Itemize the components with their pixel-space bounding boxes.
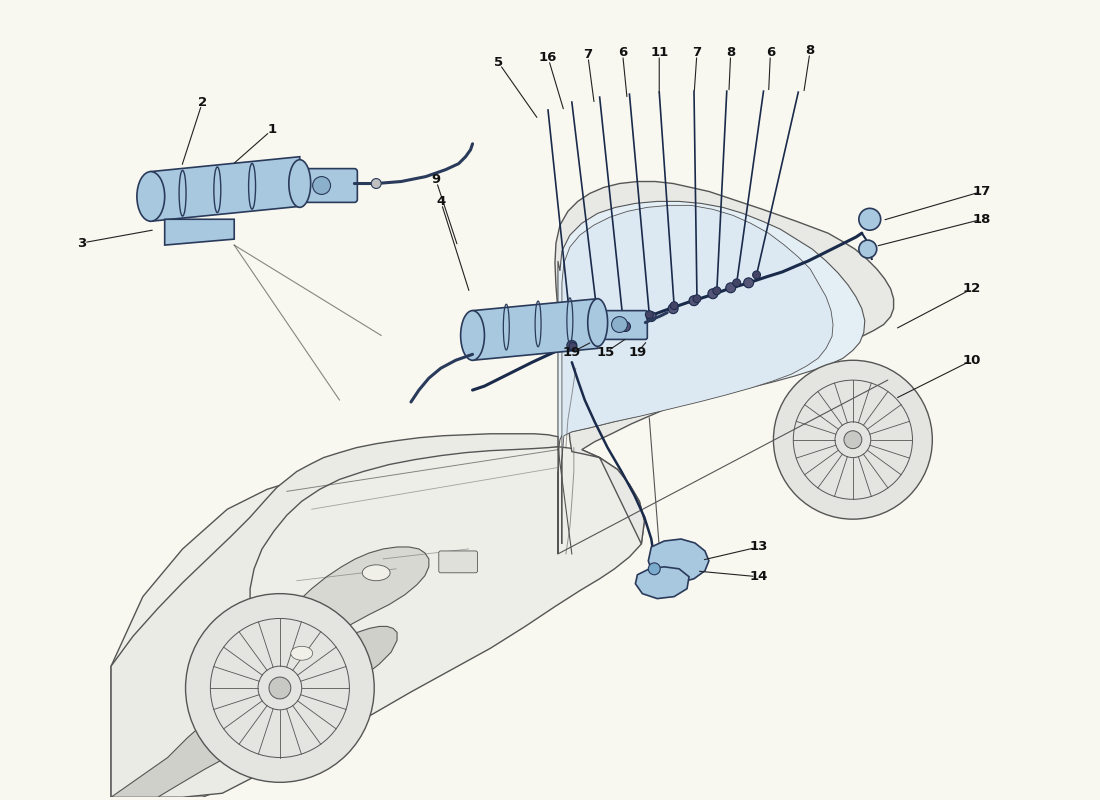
Polygon shape (228, 547, 429, 712)
Circle shape (693, 294, 701, 302)
Circle shape (859, 240, 877, 258)
Text: 10: 10 (962, 354, 981, 366)
Text: 18: 18 (972, 213, 991, 226)
Polygon shape (556, 182, 893, 544)
Text: 13: 13 (749, 541, 768, 554)
Circle shape (859, 208, 881, 230)
Ellipse shape (461, 310, 484, 360)
Polygon shape (111, 446, 645, 798)
Circle shape (569, 342, 576, 350)
Text: 4: 4 (436, 195, 446, 208)
Circle shape (566, 341, 576, 350)
Text: 16: 16 (539, 51, 558, 64)
Text: 7: 7 (692, 46, 702, 59)
Polygon shape (558, 202, 865, 554)
Text: 12: 12 (962, 282, 981, 295)
Polygon shape (111, 626, 397, 798)
Circle shape (733, 279, 740, 286)
Ellipse shape (290, 646, 312, 660)
Circle shape (647, 312, 657, 322)
Circle shape (612, 317, 627, 333)
Text: 6: 6 (766, 46, 775, 59)
Circle shape (270, 677, 290, 699)
Circle shape (844, 430, 861, 449)
Circle shape (186, 594, 374, 782)
Polygon shape (473, 298, 597, 360)
Polygon shape (648, 539, 708, 582)
Circle shape (646, 310, 653, 318)
Text: 2: 2 (198, 95, 207, 109)
Ellipse shape (587, 298, 607, 346)
Text: 1: 1 (267, 123, 276, 136)
Text: 11: 11 (650, 46, 669, 59)
Circle shape (708, 289, 718, 298)
Circle shape (744, 278, 754, 288)
Ellipse shape (136, 171, 165, 222)
Circle shape (595, 330, 605, 341)
Text: 9: 9 (431, 173, 440, 186)
Polygon shape (562, 206, 833, 544)
Text: 5: 5 (494, 56, 503, 69)
Text: 19: 19 (563, 346, 581, 359)
Circle shape (668, 304, 678, 314)
Ellipse shape (289, 160, 310, 207)
FancyBboxPatch shape (439, 551, 477, 573)
Circle shape (670, 302, 678, 310)
Text: 3: 3 (77, 237, 86, 250)
Circle shape (726, 283, 736, 293)
Circle shape (773, 360, 933, 519)
Circle shape (713, 286, 721, 294)
Text: 17: 17 (972, 185, 991, 198)
FancyBboxPatch shape (304, 169, 358, 202)
Circle shape (619, 321, 627, 329)
Text: 7: 7 (583, 48, 592, 61)
Text: 14: 14 (749, 570, 768, 583)
Circle shape (596, 330, 604, 338)
Circle shape (689, 296, 698, 306)
Ellipse shape (362, 565, 390, 581)
FancyBboxPatch shape (604, 310, 647, 339)
Text: 8: 8 (805, 44, 815, 57)
Text: 19: 19 (628, 346, 647, 359)
Polygon shape (165, 219, 234, 245)
Text: 6: 6 (618, 46, 627, 59)
Circle shape (312, 177, 330, 194)
Text: 15: 15 (596, 346, 615, 359)
Circle shape (620, 322, 630, 331)
Circle shape (372, 178, 382, 189)
Circle shape (648, 563, 660, 574)
Text: 8: 8 (726, 46, 736, 59)
Polygon shape (111, 434, 558, 798)
Polygon shape (151, 157, 299, 222)
Circle shape (752, 271, 760, 279)
Polygon shape (636, 567, 689, 598)
